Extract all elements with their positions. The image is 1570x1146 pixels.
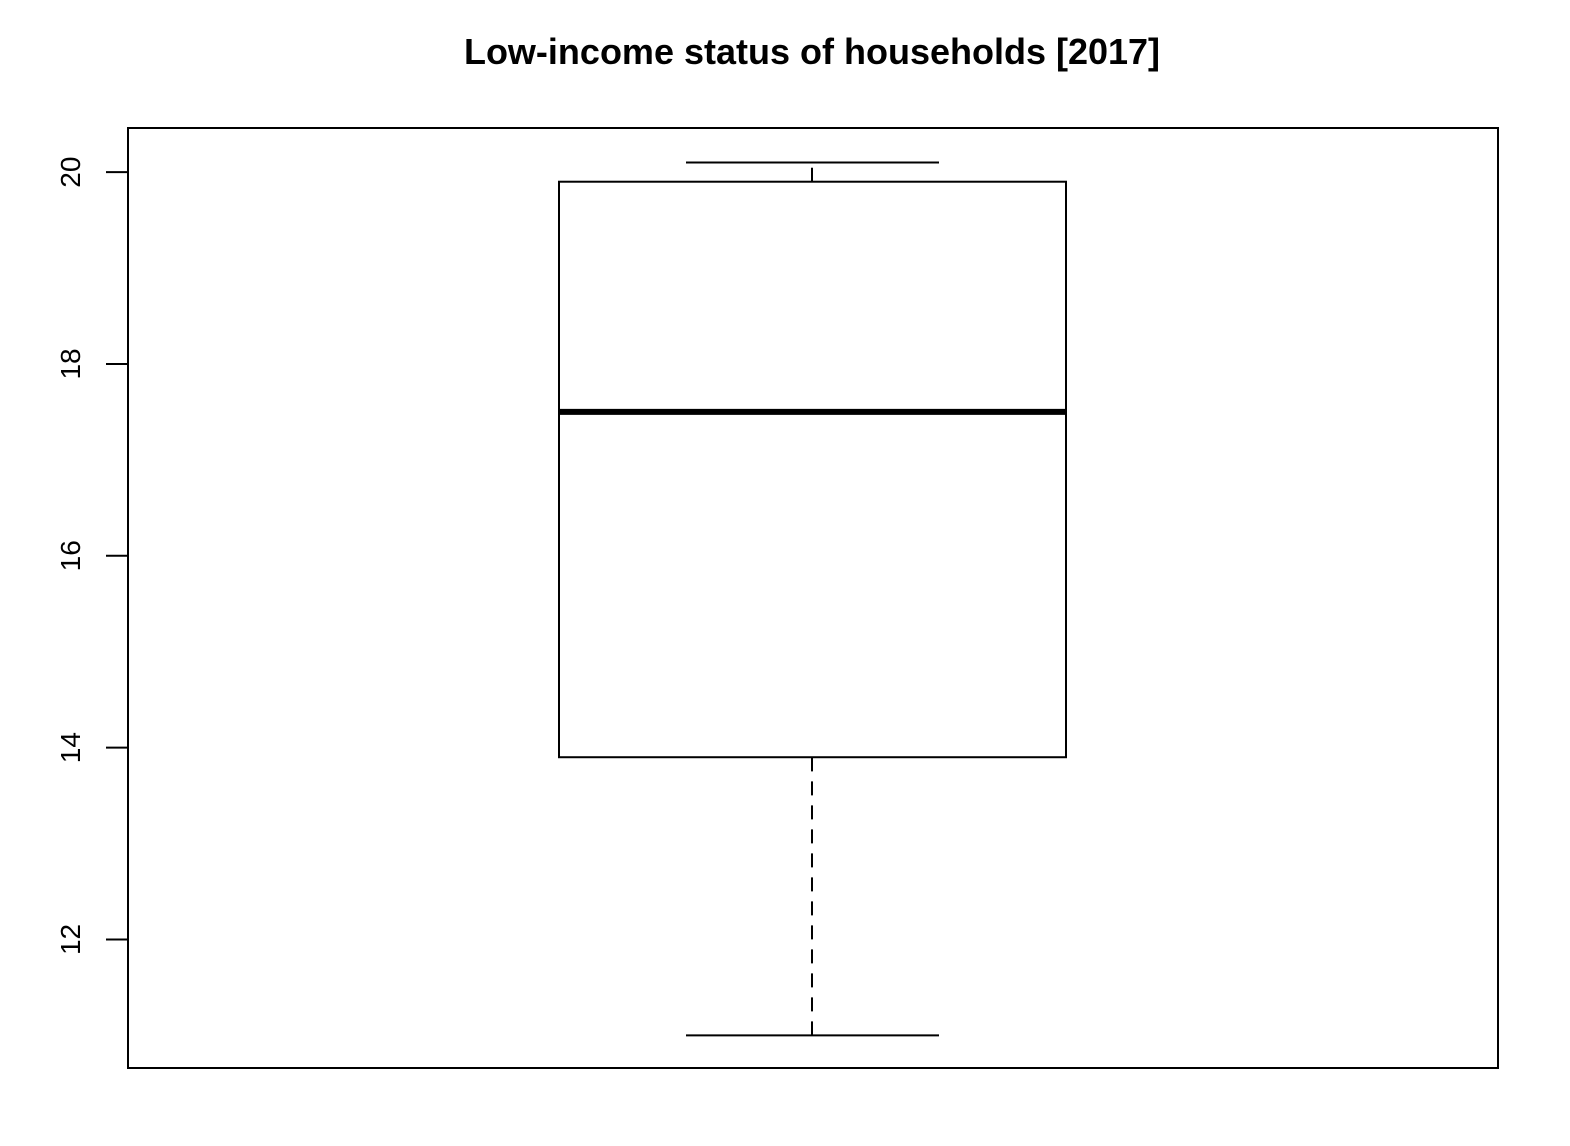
- y-axis-ticks: 12 14 16 18 20: [55, 157, 128, 955]
- y-tick-label-12: 12: [55, 924, 86, 955]
- interquartile-box: [558, 180, 1067, 759]
- y-tick-label-14: 14: [55, 732, 86, 763]
- box-plot: [558, 161, 1067, 1037]
- y-tick-label-18: 18: [55, 348, 86, 379]
- y-tick-label-16: 16: [55, 540, 86, 571]
- y-tick-label-20: 20: [55, 157, 86, 188]
- chart-title: Low-income status of households [2017]: [464, 31, 1160, 72]
